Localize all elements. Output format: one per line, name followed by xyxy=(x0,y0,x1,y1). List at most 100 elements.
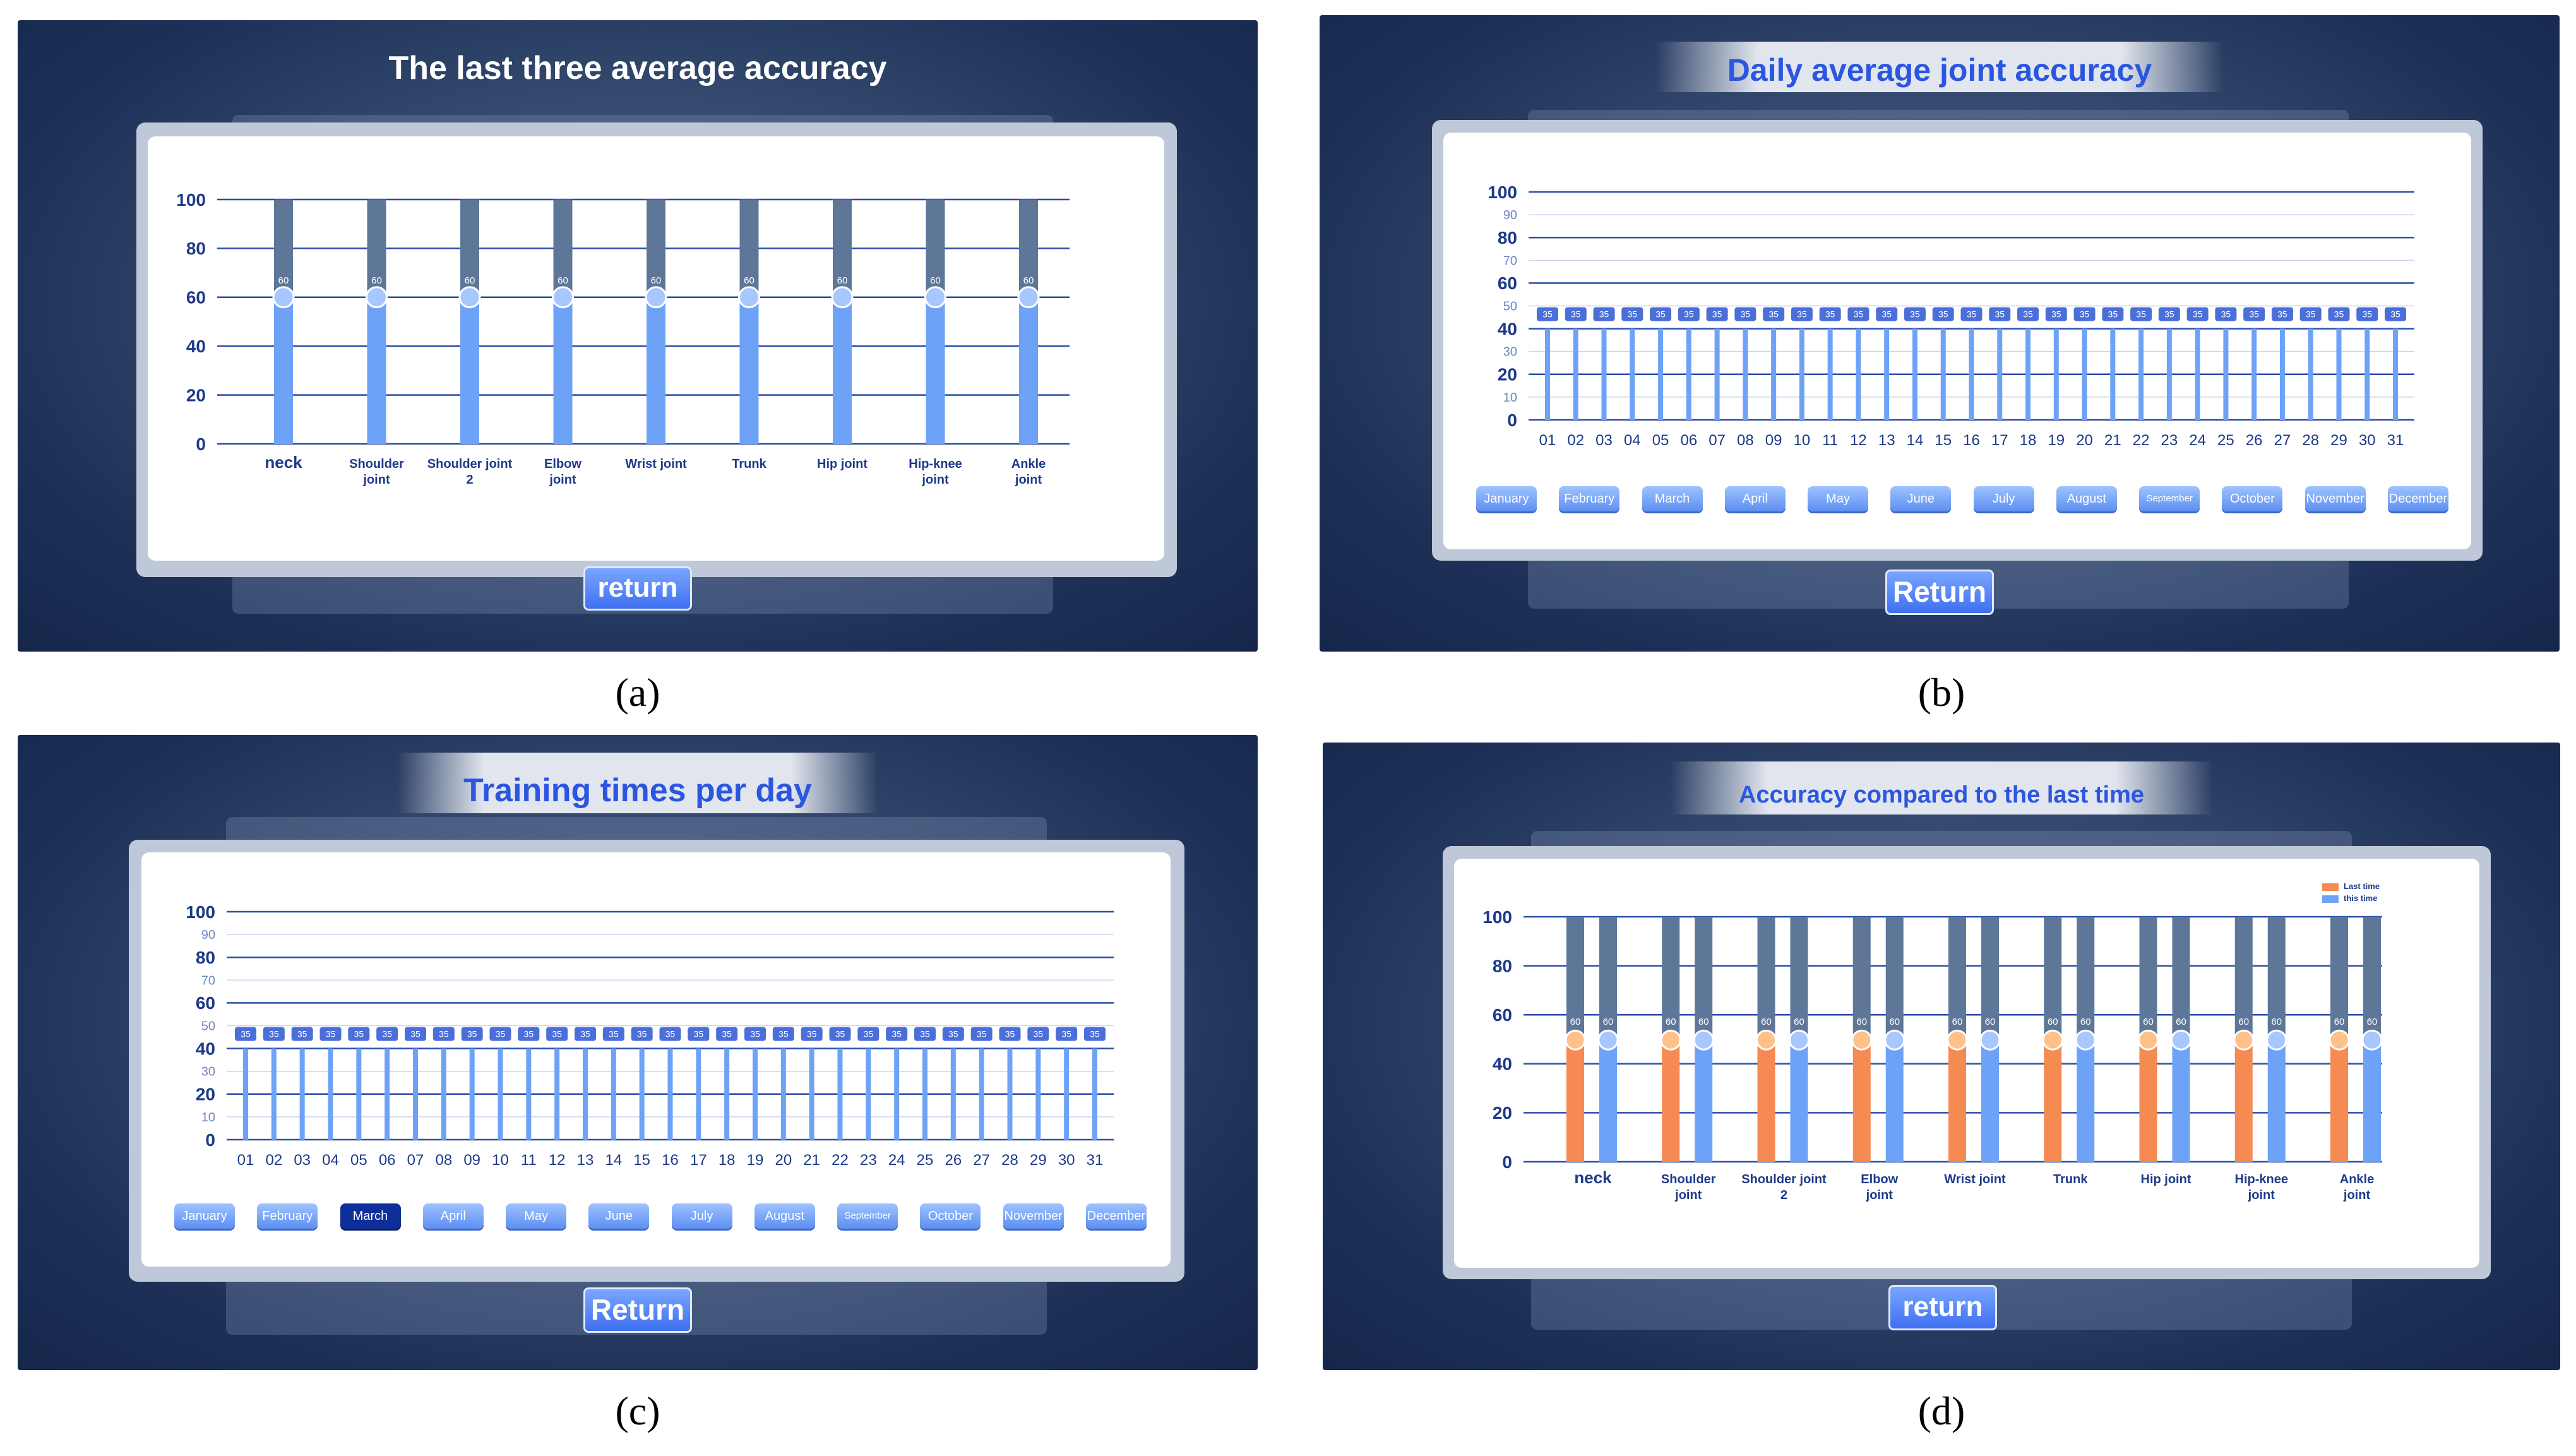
data-label: 35 xyxy=(1542,309,1553,319)
month-button-september[interactable]: September xyxy=(2139,486,2200,511)
month-button-march[interactable]: March xyxy=(1642,486,1703,511)
month-button-july[interactable]: July xyxy=(671,1203,732,1229)
bar-knob xyxy=(2233,1029,2255,1051)
data-label: 35 xyxy=(948,1029,958,1039)
data-label-badge xyxy=(263,1027,285,1041)
return-button[interactable]: return xyxy=(583,566,692,611)
bar xyxy=(2364,328,2370,420)
bar-knob xyxy=(2042,1029,2063,1051)
bar-knob xyxy=(552,286,574,309)
y-tick-label: 100 xyxy=(1482,907,1512,927)
bar xyxy=(611,1048,616,1140)
data-label-badge xyxy=(2356,307,2378,321)
bar xyxy=(1912,328,1917,420)
y-tick-label: 60 xyxy=(186,288,206,307)
bar-background xyxy=(2044,917,2062,1041)
bar xyxy=(696,1048,701,1140)
month-button-january[interactable]: January xyxy=(174,1203,235,1229)
bar-knob xyxy=(2361,1029,2383,1051)
x-tick-label: Elbow joint xyxy=(544,457,581,487)
bar xyxy=(1714,328,1720,420)
month-button-may[interactable]: May xyxy=(1808,486,1869,511)
y-tick-label: 60 xyxy=(196,993,215,1013)
bar-background xyxy=(833,200,852,297)
bar-knob xyxy=(1851,1029,1873,1051)
x-tick-label: Trunk xyxy=(732,457,766,471)
month-button-june[interactable]: June xyxy=(1890,486,1952,511)
bar xyxy=(460,297,479,444)
data-label: 35 xyxy=(1825,309,1835,319)
bar-background xyxy=(460,200,479,297)
bar-background xyxy=(2234,917,2253,1041)
y-tick-label: 30 xyxy=(201,1065,215,1079)
data-label: 35 xyxy=(1034,1029,1044,1039)
month-button-december[interactable]: December xyxy=(1085,1203,1147,1229)
month-button-december[interactable]: December xyxy=(2387,486,2448,511)
bar-background xyxy=(367,200,386,297)
x-tick-label: 22 xyxy=(2133,432,2150,449)
bar-background xyxy=(2139,917,2157,1041)
chart-card: 0 20 40 60 80 100 60 neck 60 Shoulder joint 60 Shoul… xyxy=(148,136,1164,561)
month-button-june[interactable]: June xyxy=(588,1203,650,1229)
bar xyxy=(1771,328,1777,420)
month-button-september[interactable]: September xyxy=(837,1203,898,1229)
return-button[interactable]: Return xyxy=(1885,570,1994,615)
bar xyxy=(1743,328,1748,420)
month-button-august[interactable]: August xyxy=(2056,486,2117,511)
bar xyxy=(441,1048,446,1140)
bar-last-time xyxy=(1662,1040,1680,1162)
data-label: 60 xyxy=(2367,1017,2378,1027)
bar-last-time xyxy=(1566,1040,1584,1162)
x-tick-label: 02 xyxy=(1567,432,1584,449)
x-tick-label: 20 xyxy=(2076,432,2093,449)
bar xyxy=(2279,328,2285,420)
bar-knob xyxy=(272,286,295,309)
data-label-badge xyxy=(886,1027,908,1041)
data-label: 35 xyxy=(778,1029,789,1039)
x-tick-label: 21 xyxy=(803,1152,820,1169)
return-button[interactable]: return xyxy=(1888,1285,1997,1330)
month-button-february[interactable]: February xyxy=(1559,486,1620,511)
x-tick-label: 26 xyxy=(945,1152,962,1169)
month-button-november[interactable]: November xyxy=(1003,1203,1064,1229)
x-tick-label: 05 xyxy=(350,1152,367,1169)
x-tick-label: 04 xyxy=(1624,432,1641,449)
y-tick-label: 70 xyxy=(1503,254,1517,268)
month-button-july[interactable]: July xyxy=(1973,486,2034,511)
month-button-april[interactable]: April xyxy=(1724,486,1786,511)
x-tick-label: 18 xyxy=(719,1152,736,1169)
data-label-badge xyxy=(1706,307,1728,321)
month-selector: January February March April May June July Augu… xyxy=(1476,486,2448,511)
data-label: 35 xyxy=(977,1029,987,1039)
month-button-november[interactable]: November xyxy=(2305,486,2366,511)
x-tick-label: Hip-knee joint xyxy=(2235,1173,2288,1202)
x-tick-label: 20 xyxy=(775,1152,792,1169)
data-label: 60 xyxy=(744,275,754,286)
y-tick-label: 50 xyxy=(201,1020,215,1034)
data-label-badge xyxy=(575,1027,596,1041)
x-tick-label: 15 xyxy=(633,1152,650,1169)
bar xyxy=(753,1048,758,1140)
month-button-august[interactable]: August xyxy=(754,1203,815,1229)
return-button[interactable]: Return xyxy=(583,1287,692,1333)
bar-background xyxy=(2172,917,2190,1041)
bar-knob xyxy=(2075,1029,2096,1051)
data-label: 35 xyxy=(2249,309,2259,319)
y-tick-label: 0 xyxy=(196,434,206,454)
data-label-badge xyxy=(716,1027,738,1041)
data-label: 60 xyxy=(2238,1017,2249,1027)
data-label: 60 xyxy=(2334,1017,2345,1027)
bar-this-time xyxy=(1599,1040,1617,1162)
month-button-march[interactable]: March xyxy=(340,1203,401,1229)
data-label-badge xyxy=(1734,307,1756,321)
page-title: The last three average accuracy xyxy=(388,50,887,87)
month-button-april[interactable]: April xyxy=(422,1203,484,1229)
month-button-october[interactable]: October xyxy=(920,1203,981,1229)
x-tick-label: 08 xyxy=(1737,432,1754,449)
x-tick-label: Hip-knee joint xyxy=(909,457,962,487)
month-button-january[interactable]: January xyxy=(1476,486,1537,511)
month-button-october[interactable]: October xyxy=(2222,486,2283,511)
data-label-badge xyxy=(319,1027,342,1041)
month-button-may[interactable]: May xyxy=(506,1203,567,1229)
month-button-february[interactable]: February xyxy=(257,1203,318,1229)
